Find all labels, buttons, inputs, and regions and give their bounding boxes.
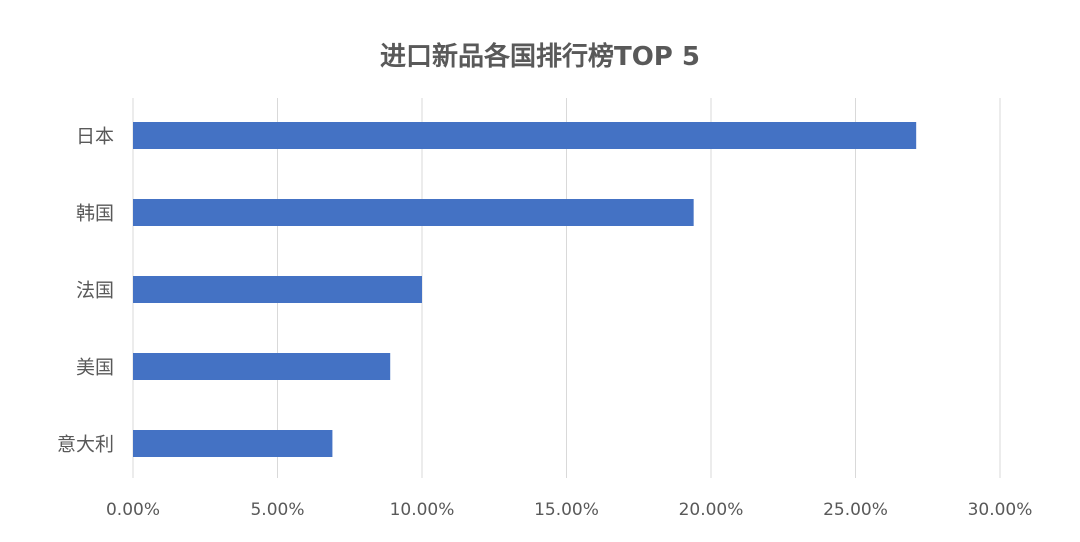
x-tick-label-4: 20.00% [679,500,744,520]
bar-2 [133,276,422,303]
x-tick-label-5: 25.00% [823,500,888,520]
category-label-0: 日本 [76,126,114,148]
bar-1 [133,199,694,226]
x-tick-label-0: 0.00% [106,500,160,520]
x-tick-label-1: 5.00% [250,500,304,520]
category-label-3: 美国 [76,357,114,379]
bar-4 [133,430,333,457]
x-tick-label-2: 10.00% [390,500,455,520]
category-label-4: 意大利 [57,434,114,456]
bar-0 [133,122,917,149]
category-label-1: 韩国 [76,203,114,225]
x-tick-label-3: 15.00% [534,500,599,520]
chart-title: 进口新品各国排行榜TOP 5 [379,42,701,72]
bar-3 [133,353,391,380]
category-label-2: 法国 [76,280,114,302]
x-tick-label-6: 30.00% [968,500,1033,520]
